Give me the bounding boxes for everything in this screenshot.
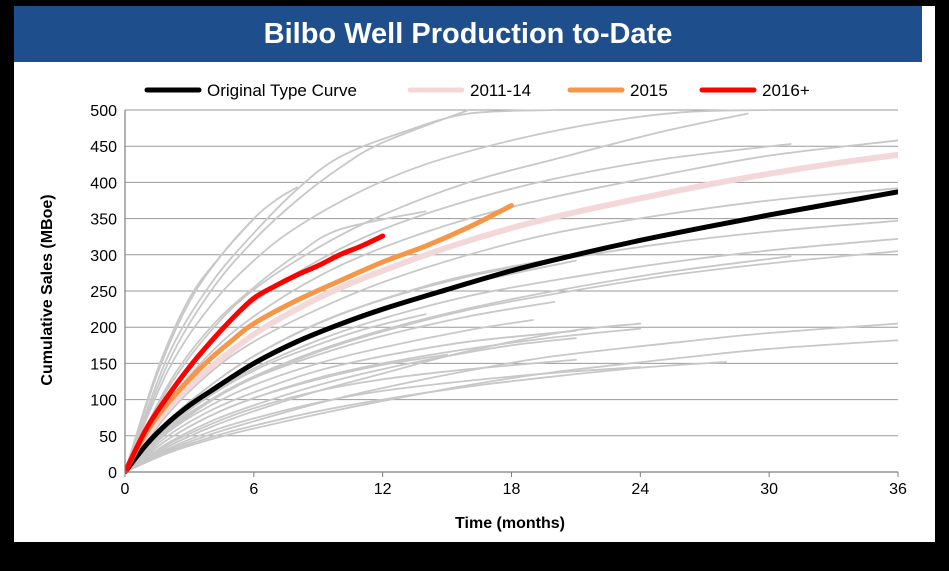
highlighted-series: [125, 151, 898, 474]
y-axis-title: Cumulative Sales (MBoe): [39, 194, 56, 385]
slide-canvas: Bilbo Well Production to-Date 0 50 100 150 2…: [14, 6, 935, 542]
well-curve-10: [125, 187, 898, 473]
well-curve-17: [125, 319, 534, 473]
well-curve-28: [125, 313, 427, 473]
series-line-original-type-curve: [125, 189, 898, 474]
series-line-2011-14: [125, 151, 898, 474]
series-line-2016: [125, 233, 386, 474]
series-line-2015: [125, 203, 514, 474]
well-curve-9: [125, 139, 898, 473]
well-curve-13: [125, 250, 898, 473]
y-tick-label: 500: [90, 103, 117, 120]
x-tick-label: 36: [889, 481, 907, 498]
well-curve-22: [125, 353, 448, 473]
well-curve-7: [125, 112, 749, 473]
y-tick-label: 200: [90, 320, 117, 337]
y-tick-label: 300: [90, 248, 117, 265]
x-tick-label: 30: [760, 481, 778, 498]
well-curve-4: [125, 217, 255, 473]
y-tick-label: 150: [90, 356, 117, 373]
well-curve-25: [125, 361, 728, 473]
well-curve-5: [125, 109, 771, 473]
y-tick-label: 100: [90, 393, 117, 410]
axes: 0 50 100 150 200 250 300 350 400 450 500 0 6 12 18 24 30…: [90, 103, 907, 498]
legend-item[interactable]: 2011-14: [407, 81, 531, 100]
legend[interactable]: Original Type Curve 2011-14 2015 2016+: [144, 81, 810, 100]
production-chart: 0 50 100 150 200 250 300 350 400 450 500 0 6 12 18 24 30…: [39, 81, 907, 532]
x-tick-label: 0: [121, 481, 130, 498]
y-tick-label: 350: [90, 212, 117, 229]
legend-label: 2015: [630, 81, 668, 100]
legend-label: Original Type Curve: [207, 81, 357, 100]
well-curve-18: [125, 329, 577, 473]
well-curve-26: [125, 339, 898, 473]
well-curve-6: [125, 210, 427, 473]
legend-item[interactable]: Original Type Curve: [144, 81, 357, 100]
chart-title-banner: Bilbo Well Production to-Date: [14, 6, 922, 62]
x-tick-label: 24: [631, 481, 649, 498]
well-curve-27: [125, 337, 577, 473]
x-tick-label: 18: [503, 481, 521, 498]
chart-title: Bilbo Well Production to-Date: [263, 17, 673, 50]
well-curve-24: [125, 322, 898, 473]
legend-item[interactable]: 2016+: [699, 81, 810, 100]
x-tick-label: 6: [249, 481, 258, 498]
y-tick-label: 50: [99, 429, 117, 446]
legend-item[interactable]: 2015: [567, 81, 668, 100]
legend-label: 2016+: [762, 81, 810, 100]
x-axis-title: Time (months): [455, 515, 565, 532]
well-curve-16: [125, 300, 556, 473]
well-curve-8: [125, 143, 792, 473]
y-tick-label: 400: [90, 175, 117, 192]
well-curve-23: [125, 322, 642, 473]
x-tick-label: 12: [374, 481, 392, 498]
y-tick-label: 0: [108, 465, 117, 482]
legend-label: 2011-14: [470, 81, 531, 100]
well-curve-2: [125, 109, 470, 473]
y-tick-label: 450: [90, 139, 117, 156]
y-tick-label: 250: [90, 284, 117, 301]
